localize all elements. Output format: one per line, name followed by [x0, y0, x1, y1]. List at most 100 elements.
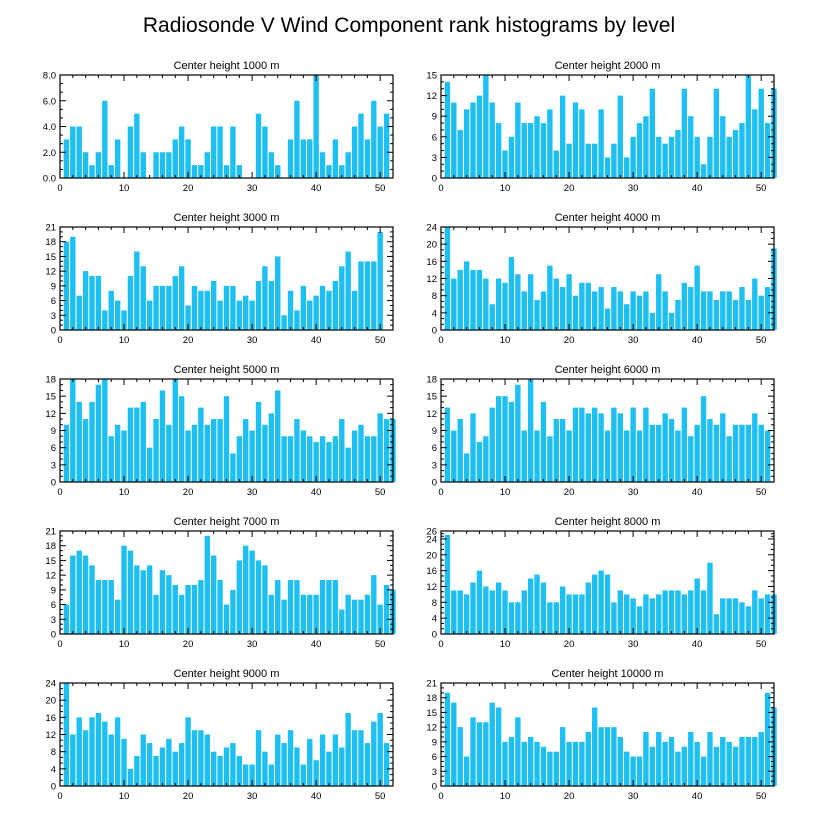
histogram-bar	[720, 736, 726, 786]
panel-3: Center height 3000 m 0 10 20 30 40 50 0 3 6 9 12 15 1…	[45, 212, 394, 346]
histogram-bar	[198, 580, 204, 634]
x-tick-label: 10	[119, 487, 130, 498]
histogram-bar	[383, 743, 390, 786]
y-tick-label: 0	[432, 326, 437, 337]
histogram-bar	[281, 436, 287, 482]
histogram-bar	[502, 150, 508, 178]
y-tick-label: 18	[45, 237, 56, 248]
histogram-bar	[566, 143, 572, 178]
x-tick-label: 50	[756, 183, 767, 194]
histogram-bar	[204, 734, 210, 786]
y-tick-label: 20	[45, 696, 56, 707]
histogram-bar	[617, 736, 623, 786]
histogram-bar	[476, 722, 483, 786]
x-tick-label: 30	[247, 791, 258, 802]
histogram-bar	[358, 730, 364, 786]
histogram-bar	[617, 95, 623, 178]
histogram-bar	[307, 738, 313, 786]
histogram-bar	[515, 384, 521, 482]
histogram-bar	[217, 126, 223, 178]
y-tick-label: 3	[432, 460, 437, 471]
histogram-bar	[483, 586, 489, 634]
panels-group: Center height 1000 m0 10 20 30 40 500.02.04.0…	[43, 60, 777, 802]
histogram-bar	[377, 413, 383, 482]
histogram-bar	[319, 152, 326, 178]
histogram-bar	[332, 580, 339, 634]
histogram-bar	[114, 599, 121, 634]
y-tick-label: 0	[432, 174, 437, 185]
histogram-bar	[534, 430, 540, 482]
histogram-bar	[675, 129, 681, 178]
histogram-bar	[294, 580, 300, 634]
histogram-bar	[624, 157, 630, 178]
histogram-bar	[262, 126, 268, 178]
histogram-bar	[739, 424, 745, 482]
x-tick-label: 50	[375, 335, 386, 346]
y-tick-label: 12	[45, 571, 56, 582]
histogram-bar	[476, 570, 483, 634]
x-tick-label: 0	[57, 335, 62, 346]
histogram-bar	[457, 727, 463, 786]
histogram-bar	[739, 602, 745, 634]
histogram-bar	[358, 599, 364, 634]
histogram-bar	[476, 269, 483, 330]
x-tick-label: 10	[500, 335, 511, 346]
x-tick-label: 40	[311, 639, 322, 650]
histogram-bar	[572, 594, 579, 634]
histogram-bar	[255, 560, 262, 634]
histogram-bar	[307, 594, 313, 634]
histogram-bar	[470, 582, 476, 634]
histogram-bar	[662, 291, 668, 331]
histogram-bar	[681, 746, 688, 786]
y-tick-label: 16	[426, 257, 437, 268]
histogram-bar	[140, 570, 146, 634]
histogram-bar	[739, 123, 745, 178]
histogram-bar	[134, 113, 140, 179]
histogram-bar	[579, 407, 585, 482]
histogram-bar	[649, 598, 656, 634]
histogram-bar	[457, 419, 463, 482]
y-tick-label: 0	[51, 326, 56, 337]
histogram-bar	[527, 578, 534, 634]
histogram-bar	[82, 152, 89, 178]
x-tick-label: 50	[756, 335, 767, 346]
histogram-bar	[457, 590, 463, 634]
histogram-bar	[102, 379, 108, 482]
histogram-bar	[604, 727, 611, 786]
histogram-bar	[76, 295, 82, 330]
histogram-bar	[745, 736, 752, 786]
x-tick-label: 20	[564, 183, 575, 194]
histogram-bar	[326, 165, 332, 179]
histogram-bar	[463, 756, 470, 786]
x-tick-label: 40	[692, 791, 703, 802]
histogram-bar	[339, 419, 345, 482]
histogram-bar	[249, 764, 255, 786]
histogram-bar	[159, 390, 166, 482]
histogram-bar	[534, 299, 540, 330]
histogram-bar	[617, 291, 623, 331]
histogram-bar	[102, 310, 108, 330]
histogram-bar	[470, 413, 476, 482]
histogram-bar	[70, 734, 76, 786]
y-tick-label: 9	[51, 426, 56, 437]
x-tick-label: 40	[311, 335, 322, 346]
y-tick-label: 9	[51, 585, 56, 596]
histogram-bar	[275, 580, 281, 634]
histogram-bar	[758, 424, 764, 482]
y-tick-label: 4.0	[43, 122, 56, 133]
histogram-bar	[726, 136, 732, 178]
histogram-bar	[534, 741, 540, 786]
histogram-bar	[444, 81, 451, 178]
histogram-bar	[217, 755, 223, 786]
histogram-bar	[527, 379, 534, 482]
histogram-bar	[198, 730, 204, 786]
histogram-bar	[745, 75, 752, 178]
histogram-bar	[108, 290, 114, 330]
histogram-bar	[694, 265, 700, 331]
histogram-bar	[598, 287, 604, 330]
x-tick-label: 20	[564, 487, 575, 498]
histogram-bar	[166, 152, 172, 178]
histogram-bar	[540, 582, 547, 634]
y-tick-label: 8	[51, 747, 56, 758]
histogram-bar	[444, 407, 451, 482]
